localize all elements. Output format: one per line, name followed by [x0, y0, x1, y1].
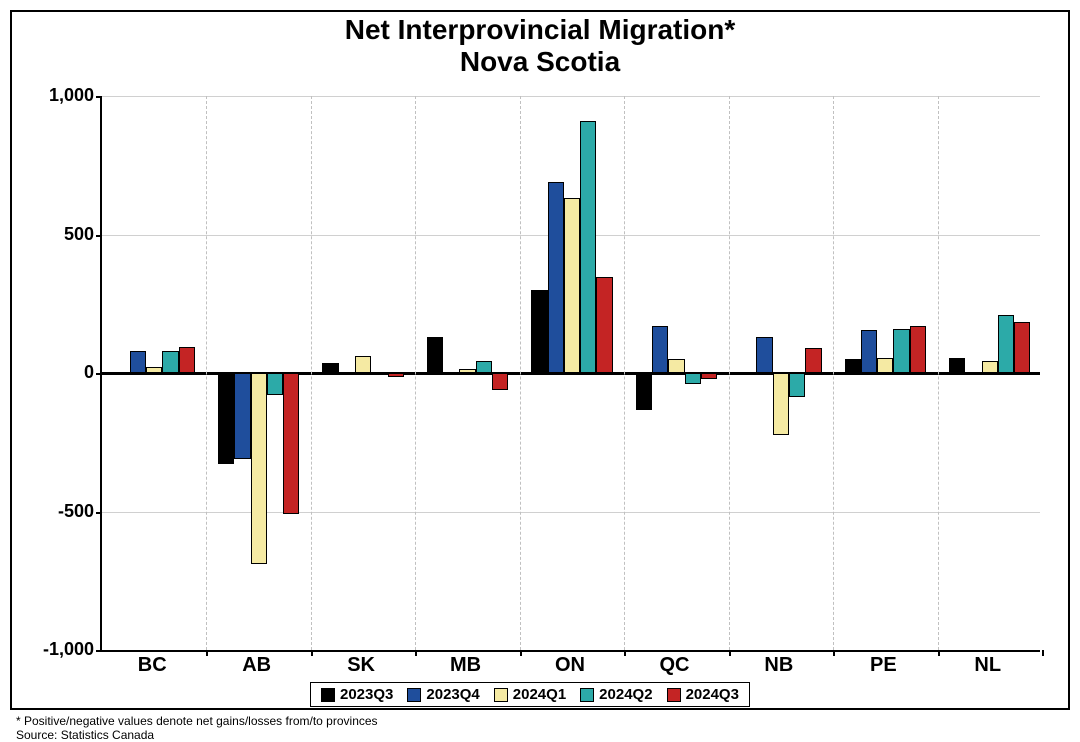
legend-item: 2023Q4 [407, 686, 479, 703]
gridline-v [729, 96, 730, 650]
legend-item: 2024Q3 [667, 686, 739, 703]
y-tick-label: -1,000 [14, 639, 94, 660]
bar [845, 359, 861, 373]
x-tick-label: QC [622, 654, 726, 677]
y-tick-label: 1,000 [14, 85, 94, 106]
bar [685, 373, 701, 384]
bar [982, 361, 998, 373]
gridline-v [520, 96, 521, 650]
y-tick [96, 235, 102, 237]
y-tick-label: 0 [14, 362, 94, 383]
legend-swatch [580, 688, 594, 702]
bar [701, 373, 717, 379]
legend-label: 2024Q2 [599, 686, 652, 703]
legend-swatch [494, 688, 508, 702]
x-axis-line [102, 650, 1040, 652]
bar [580, 121, 596, 373]
bar [756, 337, 772, 373]
bar [492, 373, 508, 390]
bar [267, 373, 283, 395]
bar [773, 373, 789, 435]
gridline-v [415, 96, 416, 650]
bar [652, 326, 668, 373]
bar [355, 356, 371, 373]
bar [949, 358, 965, 373]
legend-label: 2023Q4 [426, 686, 479, 703]
x-tick-label: AB [204, 654, 308, 677]
title-line-1: Net Interprovincial Migration* [345, 14, 736, 45]
legend-item: 2023Q3 [321, 686, 393, 703]
bar [146, 367, 162, 373]
y-tick [96, 512, 102, 514]
gridline-h [102, 512, 1040, 513]
gridline-v [833, 96, 834, 650]
y-tick-label: 500 [14, 224, 94, 245]
bar [861, 330, 877, 373]
bar [427, 337, 443, 373]
x-tick-label: ON [518, 654, 622, 677]
bar [531, 290, 547, 373]
x-tick-label: BC [100, 654, 204, 677]
legend-item: 2024Q2 [580, 686, 652, 703]
footnote-definition: * Positive/negative values denote net ga… [16, 714, 378, 728]
title-line-2: Nova Scotia [460, 46, 620, 77]
bar [548, 182, 564, 373]
gridline-v [311, 96, 312, 650]
legend-label: 2024Q1 [513, 686, 566, 703]
bar [322, 363, 338, 373]
legend-label: 2023Q3 [340, 686, 393, 703]
chart-title: Net Interprovincial Migration* Nova Scot… [10, 14, 1070, 78]
bar [179, 347, 195, 373]
bar [162, 351, 178, 373]
bar [283, 373, 299, 514]
bar [476, 361, 492, 373]
bar [1014, 322, 1030, 373]
bar [388, 373, 404, 377]
bar [789, 373, 805, 397]
bar [218, 373, 234, 464]
gridline-v [624, 96, 625, 650]
legend-label: 2024Q3 [686, 686, 739, 703]
x-tick-label: PE [831, 654, 935, 677]
bar [564, 198, 580, 373]
legend-swatch [407, 688, 421, 702]
x-tick-label: NB [727, 654, 831, 677]
plot-area [100, 96, 1040, 650]
gridline-v [206, 96, 207, 650]
bar [893, 329, 909, 373]
y-tick-label: -500 [14, 501, 94, 522]
y-tick [96, 96, 102, 98]
bar [251, 373, 267, 564]
gridline-v [938, 96, 939, 650]
bar [998, 315, 1014, 373]
bar [668, 359, 684, 373]
x-tick [1042, 650, 1044, 656]
x-tick-label: SK [309, 654, 413, 677]
bar [910, 326, 926, 373]
legend-swatch [667, 688, 681, 702]
bar [234, 373, 250, 459]
x-tick-label: NL [936, 654, 1040, 677]
bar [130, 351, 146, 373]
x-tick-label: MB [413, 654, 517, 677]
bar [877, 358, 893, 373]
bar [459, 369, 475, 373]
legend: 2023Q3 2023Q4 2024Q1 2024Q2 2024Q3 [310, 682, 750, 707]
bar [596, 277, 612, 373]
gridline-h [102, 96, 1040, 97]
bar [805, 348, 821, 373]
bar [636, 373, 652, 410]
legend-item: 2024Q1 [494, 686, 566, 703]
legend-swatch [321, 688, 335, 702]
